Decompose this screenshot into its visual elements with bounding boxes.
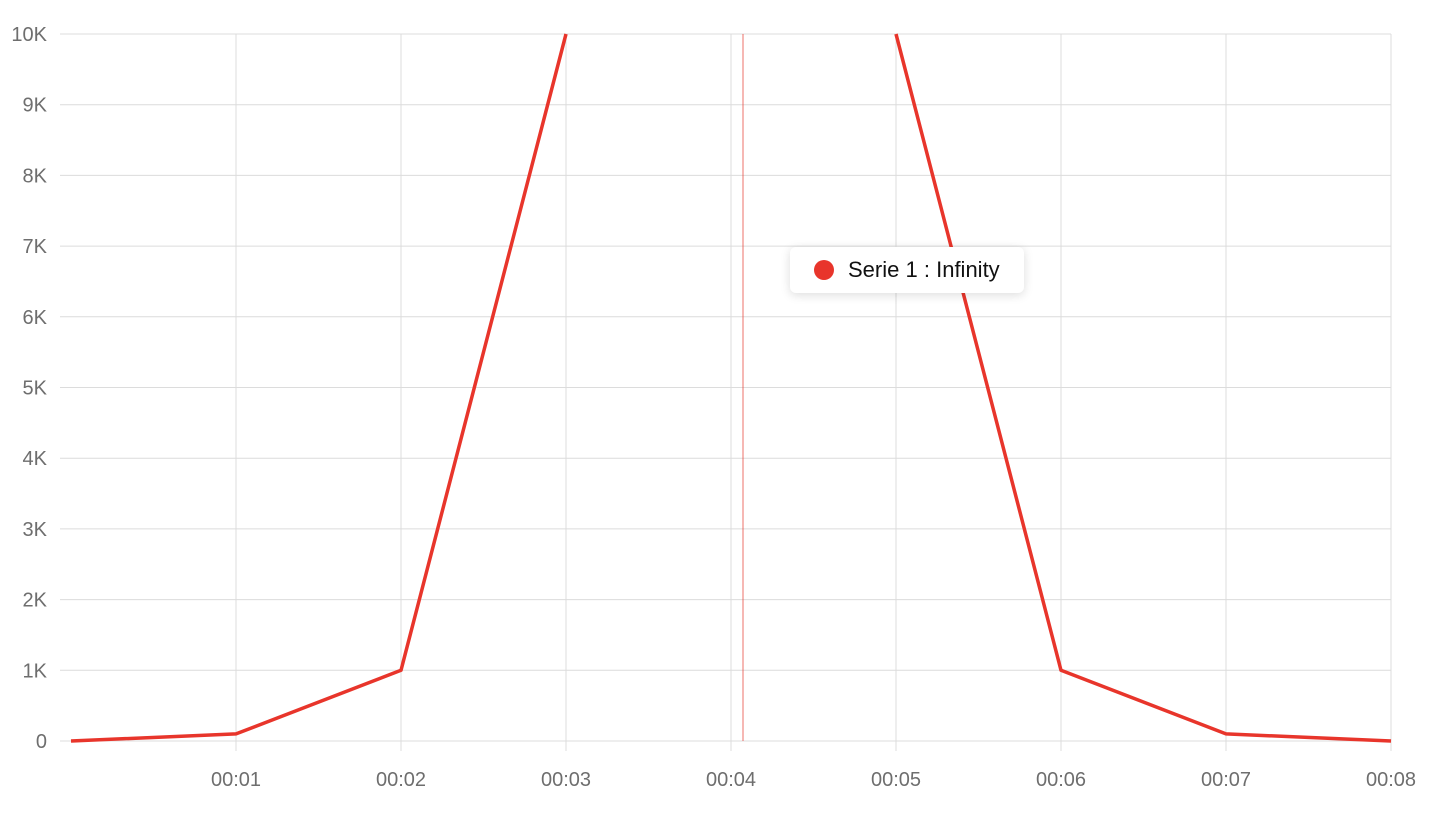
y-tick-label: 5K (23, 378, 48, 400)
tooltip-value: Infinity (936, 257, 1000, 282)
tooltip-text: Serie 1 : Infinity (848, 257, 1000, 283)
x-tick-label: 00:02 (376, 769, 426, 791)
y-tick-label: 10K (11, 24, 47, 46)
y-tick-label: 8K (23, 165, 48, 187)
y-tick-label: 6K (23, 307, 48, 329)
x-tick-label: 00:03 (541, 769, 591, 791)
y-tick-label: 0 (36, 731, 47, 753)
y-tick-label: 9K (23, 95, 48, 117)
tooltip-series-dot (814, 260, 834, 280)
series-line (70, 33, 568, 743)
tooltip-separator: : (923, 257, 930, 282)
tooltip: Serie 1 : Infinity (790, 247, 1024, 293)
series-line (894, 33, 1392, 743)
y-tick-label: 7K (23, 236, 48, 258)
y-tick-label: 4K (23, 448, 48, 470)
x-tick-label: 00:06 (1036, 769, 1086, 791)
x-tick-label: 00:07 (1201, 769, 1251, 791)
y-tick-label: 2K (23, 590, 48, 612)
x-tick-label: 00:05 (871, 769, 921, 791)
x-tick-label: 00:01 (211, 769, 261, 791)
x-tick-label: 00:08 (1366, 769, 1416, 791)
x-tick-label: 00:04 (706, 769, 756, 791)
tooltip-series-name: Serie 1 (848, 257, 918, 282)
y-tick-label: 1K (23, 660, 48, 682)
y-tick-label: 3K (23, 519, 48, 541)
